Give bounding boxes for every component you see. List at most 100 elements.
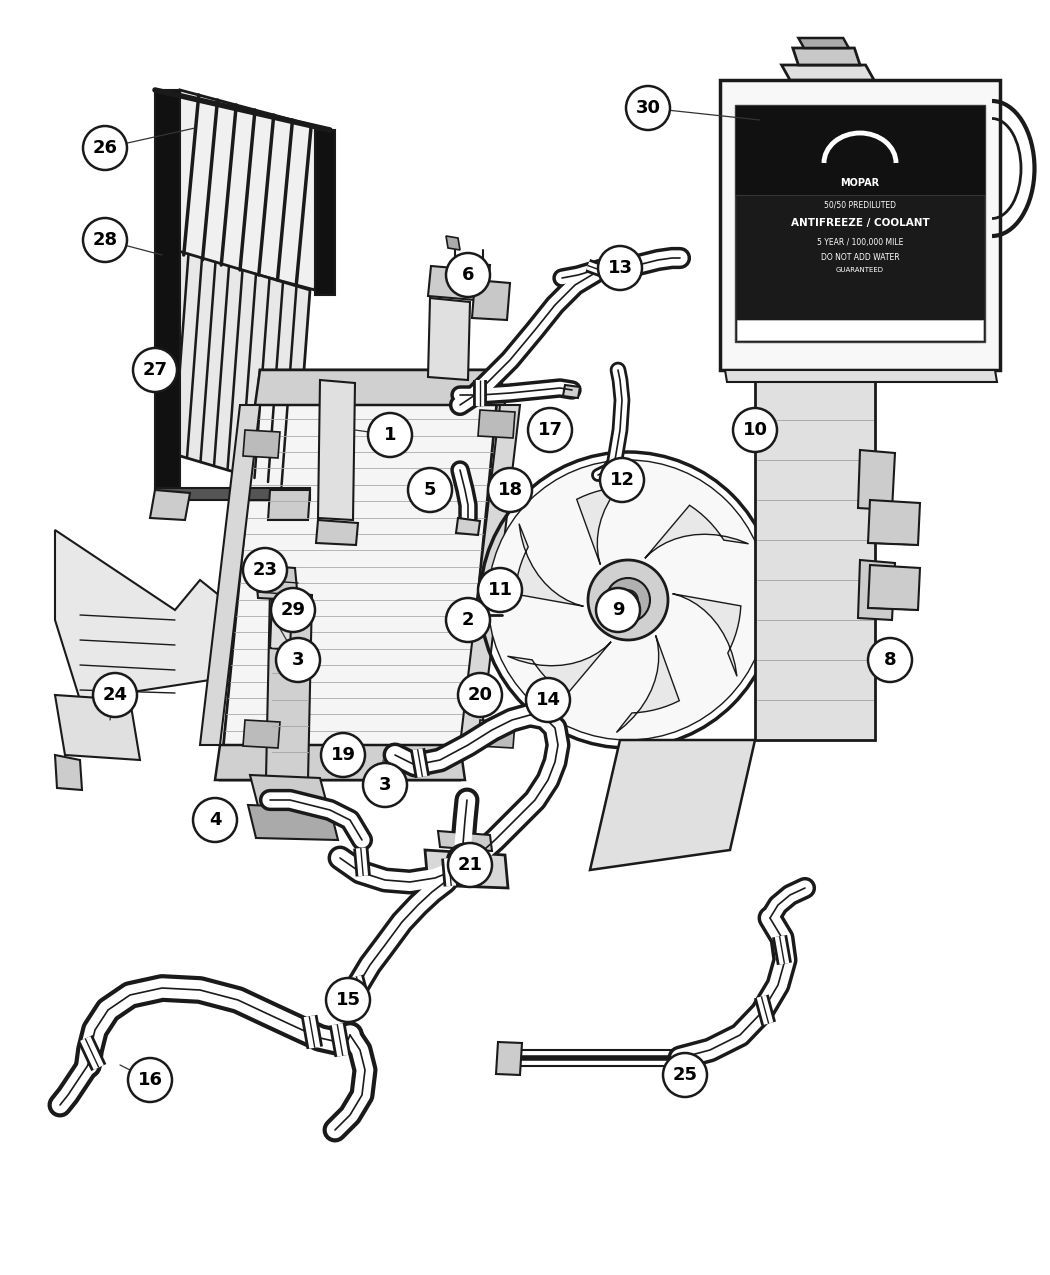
Text: 2: 2: [462, 611, 475, 629]
Polygon shape: [55, 755, 82, 790]
Text: 5: 5: [424, 481, 436, 499]
Text: 12: 12: [609, 470, 634, 490]
Circle shape: [193, 798, 237, 842]
Text: 13: 13: [608, 259, 632, 277]
Polygon shape: [478, 720, 514, 748]
Circle shape: [460, 612, 476, 629]
Polygon shape: [858, 450, 895, 510]
Circle shape: [733, 408, 777, 453]
Polygon shape: [255, 370, 505, 405]
Text: 24: 24: [103, 686, 127, 704]
Polygon shape: [255, 565, 298, 601]
Text: 8: 8: [884, 652, 897, 669]
Polygon shape: [200, 405, 260, 745]
Text: 9: 9: [612, 601, 625, 618]
Circle shape: [600, 458, 644, 502]
Text: ANTIFREEZE / COOLANT: ANTIFREEZE / COOLANT: [791, 218, 929, 228]
Text: 16: 16: [138, 1071, 163, 1089]
Polygon shape: [243, 720, 280, 748]
Circle shape: [207, 812, 223, 827]
Polygon shape: [165, 91, 330, 289]
Polygon shape: [507, 641, 611, 695]
Circle shape: [626, 85, 670, 130]
Text: 15: 15: [336, 991, 360, 1009]
Polygon shape: [268, 490, 310, 520]
Circle shape: [128, 1058, 172, 1102]
Circle shape: [868, 638, 912, 682]
Polygon shape: [160, 250, 310, 490]
Polygon shape: [496, 1042, 522, 1075]
Polygon shape: [55, 530, 225, 700]
Circle shape: [528, 408, 572, 453]
Text: 5 YEAR / 100,000 MILE: 5 YEAR / 100,000 MILE: [817, 238, 903, 247]
Polygon shape: [576, 468, 639, 565]
Circle shape: [197, 802, 233, 838]
Circle shape: [458, 673, 502, 717]
Text: 23: 23: [252, 561, 277, 579]
Circle shape: [606, 578, 650, 622]
Polygon shape: [781, 65, 874, 80]
Polygon shape: [798, 38, 848, 48]
Circle shape: [363, 762, 407, 807]
Polygon shape: [645, 505, 749, 558]
Circle shape: [448, 843, 492, 887]
Polygon shape: [724, 370, 998, 382]
Circle shape: [368, 413, 412, 456]
Text: 26: 26: [92, 139, 118, 157]
Circle shape: [408, 468, 452, 513]
Circle shape: [588, 560, 668, 640]
Polygon shape: [478, 411, 514, 439]
Text: 50/50 PREDILUTED: 50/50 PREDILUTED: [824, 200, 896, 209]
Polygon shape: [55, 695, 140, 760]
Text: GUARANTEED: GUARANTEED: [836, 266, 884, 273]
Circle shape: [276, 638, 320, 682]
Polygon shape: [318, 380, 355, 520]
Polygon shape: [868, 565, 920, 609]
Polygon shape: [248, 805, 338, 840]
Circle shape: [271, 588, 315, 632]
Polygon shape: [858, 560, 895, 620]
Text: 3: 3: [292, 652, 304, 669]
Circle shape: [326, 978, 370, 1023]
Polygon shape: [737, 320, 983, 340]
Circle shape: [618, 590, 638, 609]
Circle shape: [596, 588, 640, 632]
Text: 10: 10: [742, 421, 768, 439]
Polygon shape: [472, 280, 510, 320]
Text: MOPAR: MOPAR: [840, 179, 880, 187]
Polygon shape: [673, 594, 741, 676]
Polygon shape: [243, 430, 280, 458]
Circle shape: [526, 678, 570, 722]
Text: 25: 25: [672, 1066, 697, 1084]
Polygon shape: [446, 236, 460, 250]
Circle shape: [598, 246, 642, 289]
Text: 19: 19: [331, 746, 356, 764]
Text: 6: 6: [462, 266, 475, 284]
Circle shape: [83, 218, 127, 261]
Text: 20: 20: [467, 686, 492, 704]
Text: 28: 28: [92, 231, 118, 249]
Circle shape: [663, 1053, 707, 1096]
Polygon shape: [155, 91, 180, 490]
Text: 29: 29: [280, 601, 306, 618]
Circle shape: [321, 733, 365, 776]
Text: 4: 4: [209, 811, 222, 829]
Polygon shape: [425, 850, 508, 887]
Polygon shape: [735, 105, 985, 342]
Text: 1: 1: [383, 426, 396, 444]
Polygon shape: [590, 740, 755, 870]
Polygon shape: [563, 385, 580, 398]
Circle shape: [446, 598, 490, 643]
Polygon shape: [460, 405, 520, 745]
Text: DO NOT ADD WATER: DO NOT ADD WATER: [821, 252, 899, 261]
Polygon shape: [755, 380, 875, 740]
Text: 18: 18: [498, 481, 523, 499]
Polygon shape: [270, 601, 292, 650]
Polygon shape: [220, 370, 500, 780]
Circle shape: [448, 601, 488, 640]
Circle shape: [447, 844, 483, 880]
Polygon shape: [266, 590, 312, 780]
Polygon shape: [516, 524, 584, 607]
Text: 17: 17: [538, 421, 563, 439]
Polygon shape: [215, 745, 465, 780]
